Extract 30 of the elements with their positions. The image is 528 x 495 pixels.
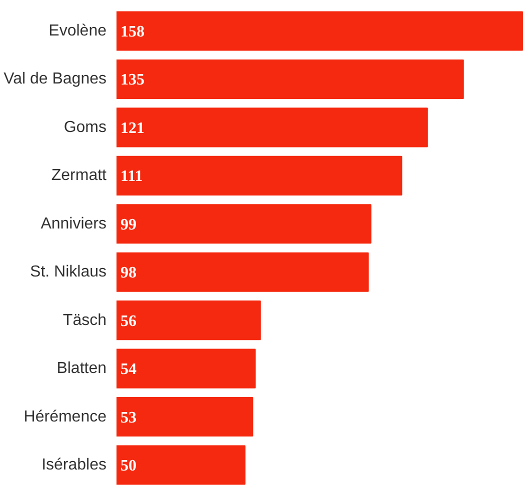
y-tick-label: Evolène bbox=[48, 22, 107, 40]
bar bbox=[116, 300, 261, 340]
y-tick-label: St. Niklaus bbox=[30, 264, 106, 281]
data-label: 54 bbox=[120, 361, 136, 378]
bar bbox=[116, 11, 523, 51]
bar bbox=[116, 156, 402, 196]
y-tick-label: Goms bbox=[64, 118, 106, 136]
bar bbox=[116, 59, 464, 100]
data-label: 111 bbox=[120, 168, 143, 186]
y-tick-label: Anniviers bbox=[40, 215, 107, 232]
data-label: 98 bbox=[120, 264, 136, 282]
data-label: 99 bbox=[120, 216, 136, 234]
bar bbox=[116, 252, 369, 292]
y-tick-label: Zermatt bbox=[51, 167, 108, 184]
y-tick-label: Val de Bagnes bbox=[4, 70, 106, 88]
bar bbox=[116, 348, 256, 388]
bar bbox=[116, 445, 246, 485]
data-label: 53 bbox=[120, 409, 136, 426]
bar bbox=[116, 108, 428, 148]
y-tick-label: Hérémence bbox=[24, 408, 107, 426]
bar bbox=[116, 396, 254, 437]
y-tick-label: Täsch bbox=[62, 312, 107, 329]
bar bbox=[116, 204, 372, 244]
data-label: 135 bbox=[120, 72, 144, 89]
data-label: 50 bbox=[120, 457, 136, 474]
y-tick-label: Isérables bbox=[42, 456, 106, 474]
data-label: 56 bbox=[120, 312, 136, 330]
y-tick-label: Blatten bbox=[56, 360, 106, 378]
data-label: 158 bbox=[120, 24, 144, 41]
data-label: 121 bbox=[120, 120, 144, 137]
